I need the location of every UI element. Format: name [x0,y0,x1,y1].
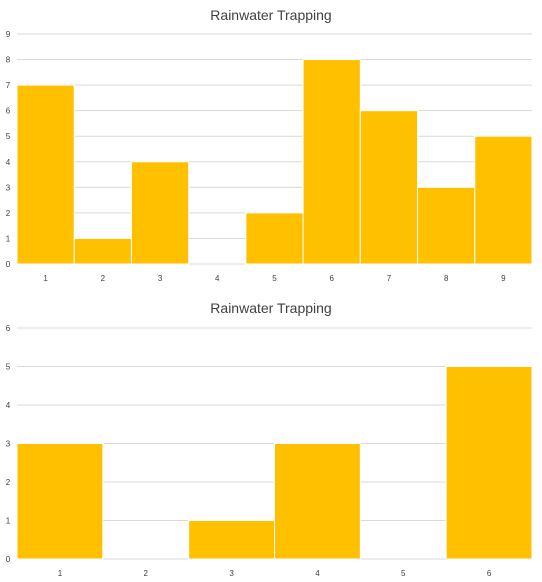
bar-3 [188,520,276,560]
y-tick-label: 4 [6,158,11,167]
chart-2-title: Rainwater Trapping [210,300,331,316]
y-tick-label: 3 [6,440,11,449]
x-tick-label: 2 [144,569,149,578]
x-tick-label: 7 [387,274,392,283]
x-tick-label: 3 [229,569,234,578]
y-tick-label: 3 [6,183,11,192]
chart-2: Rainwater Trapping 0 1 2 3 4 5 6 1 2 3 4 5 6 [6,300,533,578]
x-tick-label: 2 [101,274,106,283]
chart-1-x-ticks: 1 2 3 4 5 6 7 8 9 [43,274,506,283]
x-tick-label: 1 [43,274,48,283]
x-tick-label: 3 [158,274,163,283]
chart-1-y-ticks: 0 1 2 3 4 5 6 7 8 9 [6,30,11,269]
bar-4 [274,443,361,560]
chart-1-bars [16,59,533,265]
x-tick-label: 4 [315,569,320,578]
y-tick-label: 2 [6,478,11,487]
bar-5 [245,212,304,265]
y-tick-label: 0 [6,260,11,269]
x-tick-label: 6 [329,274,334,283]
chart-2-bars [16,366,533,560]
y-tick-label: 5 [6,132,11,141]
y-tick-label: 1 [6,234,11,243]
y-tick-label: 6 [6,107,11,116]
bar-3 [130,161,190,265]
y-tick-label: 9 [6,30,11,39]
bar-7 [359,110,419,265]
chart-2-y-ticks: 0 1 2 3 4 5 6 [6,324,11,564]
y-tick-label: 4 [6,401,11,410]
bar-6 [302,59,361,265]
x-tick-label: 5 [272,274,277,283]
x-tick-label: 4 [215,274,220,283]
y-tick-label: 2 [6,209,11,218]
bar-1 [16,84,75,265]
chart-1-title: Rainwater Trapping [210,7,331,23]
bar-6 [445,366,533,560]
bar-2 [73,237,132,265]
y-tick-label: 5 [6,363,11,372]
chart-2-x-ticks: 1 2 3 4 5 6 [58,569,492,578]
y-tick-label: 6 [6,324,11,333]
y-tick-label: 7 [6,81,11,90]
bar-8 [417,186,476,265]
chart-1: Rainwater Trapping 0 1 2 3 4 5 6 7 8 9 1 2 3 4 5 6 7 8 9 [6,7,533,283]
x-tick-label: 5 [401,569,406,578]
x-tick-label: 6 [487,569,492,578]
y-tick-label: 1 [6,517,11,526]
x-tick-label: 9 [501,274,506,283]
y-tick-label: 8 [6,56,11,65]
bar-1 [16,443,104,560]
y-tick-label: 0 [6,555,11,564]
x-tick-label: 1 [58,569,63,578]
x-tick-label: 8 [444,274,449,283]
bar-9 [474,135,533,265]
